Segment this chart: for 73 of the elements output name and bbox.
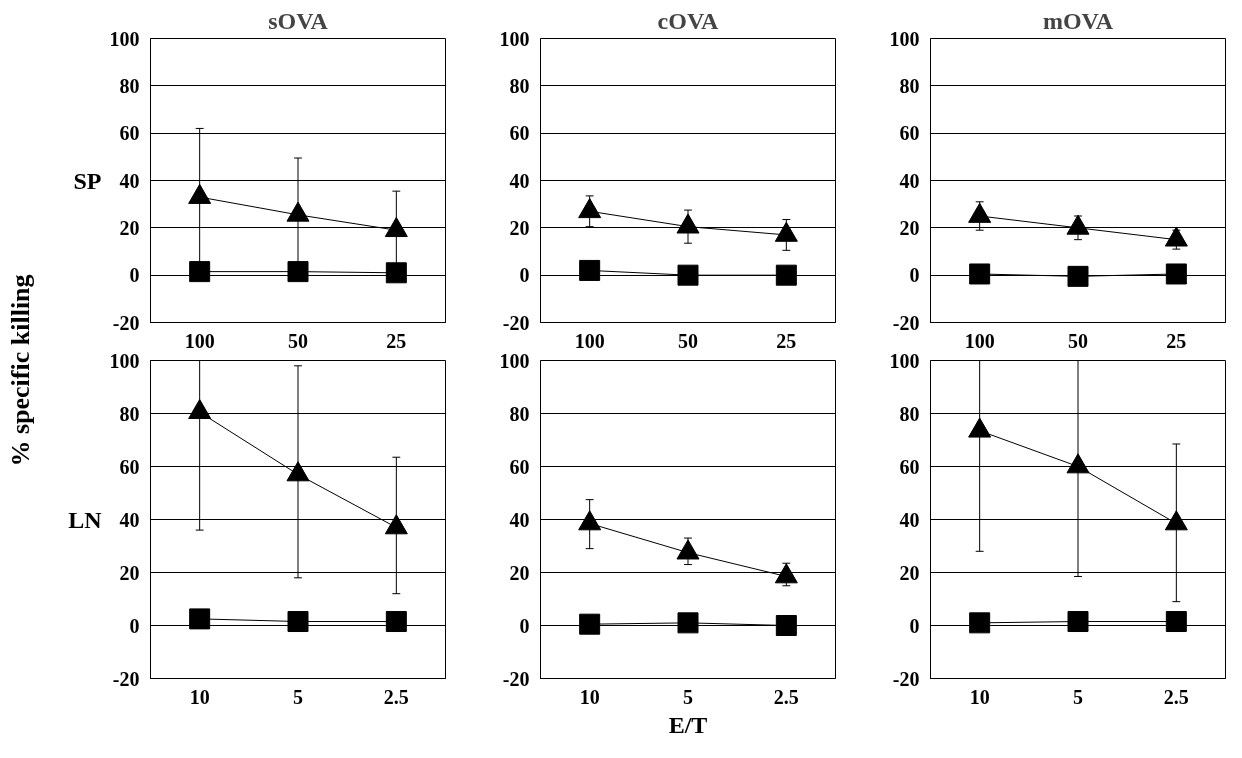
x-tick-label: 5 xyxy=(293,685,303,708)
y-tick-label: 20 xyxy=(119,216,140,239)
x-tick-label: 10 xyxy=(579,685,600,708)
x-tick-label: 50 xyxy=(288,329,308,352)
x-tick-label: 10 xyxy=(969,685,990,708)
y-tick-label: 40 xyxy=(899,169,920,192)
y-tick-label: 20 xyxy=(899,216,920,239)
x-tick-label: 10 xyxy=(189,685,210,708)
x-tick-label: 2.5 xyxy=(773,685,799,708)
y-tick-label: 80 xyxy=(119,402,140,425)
text: % specific killing xyxy=(6,274,35,467)
x-tick-label: 2.5 xyxy=(1163,685,1189,708)
y-tick-label: 60 xyxy=(119,122,140,145)
y-tick-label: 100 xyxy=(889,349,920,372)
y-tick-label: 80 xyxy=(119,74,140,97)
chart-title: cOVA xyxy=(657,7,720,34)
y-tick-label: 80 xyxy=(899,74,920,97)
y-tick-label: 0 xyxy=(129,614,140,637)
y-tick-label: 100 xyxy=(109,27,140,50)
y-tick-label: 20 xyxy=(119,561,140,584)
y-tick-label: 100 xyxy=(889,27,920,50)
y-tick-label: -20 xyxy=(112,311,140,334)
x-tick-label: 100 xyxy=(964,329,995,352)
point xyxy=(189,608,211,630)
y-tick-label: 80 xyxy=(509,74,530,97)
y-tick-label: 40 xyxy=(509,508,530,531)
y-tick-label: 40 xyxy=(119,169,140,192)
point xyxy=(385,611,407,633)
y-tick-label: -20 xyxy=(892,667,920,690)
x-tick-label: 100 xyxy=(184,329,215,352)
y-tick-label: -20 xyxy=(892,311,920,334)
y-axis-title: LN xyxy=(68,506,103,533)
point xyxy=(188,398,212,420)
y-tick-label: 40 xyxy=(899,508,920,531)
y-tick-label: -20 xyxy=(502,311,530,334)
y-tick-label: 0 xyxy=(909,264,920,287)
y-tick-label: 20 xyxy=(509,216,530,239)
x-tick-label: 5 xyxy=(1073,685,1083,708)
x-tick-label: 25 xyxy=(1166,329,1187,352)
y-tick-label: 80 xyxy=(509,402,530,425)
y-tick-label: 60 xyxy=(509,455,530,478)
y-tick-label: 20 xyxy=(899,561,920,584)
chart-title: sOVA xyxy=(268,7,329,34)
x-tick-label: 5 xyxy=(683,685,693,708)
y-axis-title: SP xyxy=(73,167,102,194)
y-tick-label: 40 xyxy=(119,508,140,531)
y-tick-label: 100 xyxy=(499,349,530,372)
y-tick-label: 0 xyxy=(909,614,920,637)
x-tick-label: 50 xyxy=(678,329,698,352)
point xyxy=(384,514,408,535)
y-tick-label: 60 xyxy=(509,122,530,145)
x-tick-label: 25 xyxy=(776,329,797,352)
point xyxy=(287,611,309,633)
x-tick-label: 25 xyxy=(386,329,407,352)
y-tick-label: -20 xyxy=(502,667,530,690)
y-tick-label: 60 xyxy=(899,455,920,478)
y-tick-label: 100 xyxy=(109,349,140,372)
y-tick-label: 80 xyxy=(899,402,920,425)
x-tick-label: 50 xyxy=(1068,329,1088,352)
y-tick-label: 60 xyxy=(119,455,140,478)
y-tick-label: 0 xyxy=(519,614,530,637)
point xyxy=(286,461,310,482)
x-tick-label: 2.5 xyxy=(383,685,409,708)
y-tick-label: 40 xyxy=(509,169,530,192)
y-tick-label: 0 xyxy=(519,264,530,287)
y-tick-label: 100 xyxy=(499,27,530,50)
y-tick-label: -20 xyxy=(112,667,140,690)
y-tick-label: 20 xyxy=(509,561,530,584)
y-tick-label: 0 xyxy=(129,264,140,287)
x-axis-title: E/T xyxy=(668,711,708,738)
chart-title: mOVA xyxy=(1042,7,1114,34)
x-tick-label: 100 xyxy=(574,329,605,352)
y-tick-label: 60 xyxy=(899,122,920,145)
